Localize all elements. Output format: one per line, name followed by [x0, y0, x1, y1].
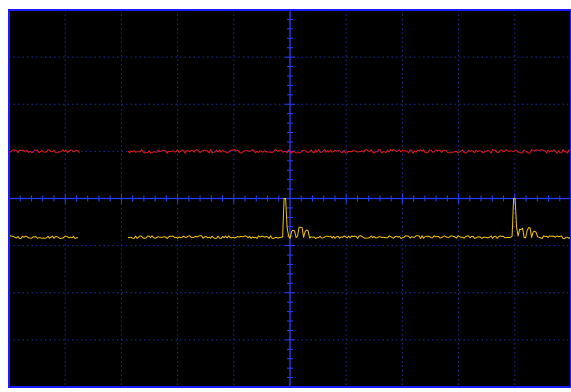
screen-border: [8, 9, 571, 388]
channel-2-trace: [8, 235, 79, 239]
channel-1-trace: [8, 149, 80, 154]
center-axes: [8, 9, 571, 388]
channel-1-trace: [127, 149, 571, 154]
waveform-traces: [8, 149, 571, 240]
channel-2-trace: [128, 198, 571, 240]
